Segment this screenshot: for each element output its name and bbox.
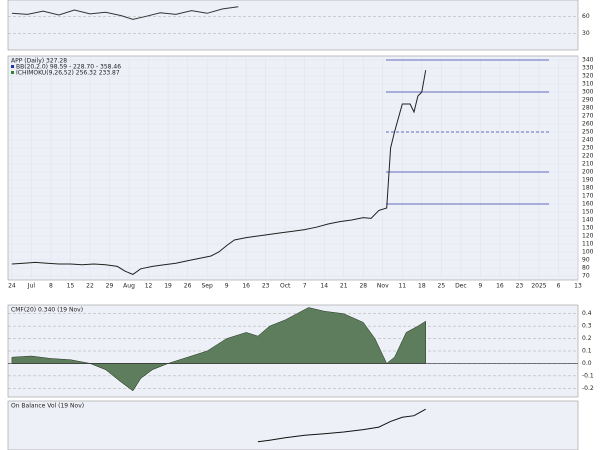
x-tick-label: 19: [164, 283, 172, 290]
price-line: [11, 70, 427, 275]
y-tick-label: 310: [582, 81, 594, 88]
x-tick-label: 2025: [531, 283, 546, 290]
indicator-label: ICHIMOKU(9,26,52) 256.32 233.87: [16, 70, 120, 77]
y-tick-label: 80: [582, 265, 590, 272]
x-tick-label: Aug: [123, 283, 135, 290]
panel: [7, 55, 579, 281]
x-tick-label: Jul: [27, 283, 36, 290]
x-tick-label: 29: [106, 283, 114, 290]
x-tick-label: 25: [438, 283, 446, 290]
y-tick-label: 170: [582, 193, 594, 200]
panel-title: On Balance Vol (19 Nov): [11, 403, 84, 410]
y-tick-label: 100: [582, 249, 594, 256]
x-tick-label: 24: [8, 283, 16, 290]
y-tick-label: 90: [582, 257, 590, 264]
panel-title: CMF(20) 0.340 (19 Nov): [11, 307, 83, 314]
y-tick-label: 0.4: [582, 310, 592, 317]
x-tick-label: 15: [67, 283, 75, 290]
x-tick-label: Sep: [201, 283, 213, 290]
x-tick-label: 8: [49, 283, 53, 290]
y-tick-label: 110: [582, 241, 594, 248]
indicator-label: BB(20,2.0) 98.59 - 228.70 - 358.46: [16, 64, 121, 71]
y-tick-label: 200: [582, 169, 594, 176]
x-tick-label: 7: [303, 283, 307, 290]
y-tick-label: -0.2: [582, 385, 594, 392]
panel: [7, 0, 579, 51]
y-tick-label: 210: [582, 161, 594, 168]
x-tick-label: 23: [262, 283, 270, 290]
x-tick-label: Oct: [280, 283, 291, 290]
y-tick-label: 220: [582, 153, 594, 160]
price-line: [11, 6, 239, 20]
y-tick-label: 250: [582, 129, 594, 136]
y-tick-label: 230: [582, 145, 594, 152]
y-tick-label: 280: [582, 105, 594, 112]
x-tick-label: 6: [557, 283, 561, 290]
x-tick-label: 12: [145, 283, 153, 290]
x-tick-label: Dec: [455, 283, 467, 290]
y-tick-label: 160: [582, 201, 594, 208]
y-tick-label: 140: [582, 217, 594, 224]
y-tick-label: 330: [582, 65, 594, 72]
x-tick-label: 16: [242, 283, 250, 290]
y-tick-label: 60: [582, 13, 590, 20]
y-tick-label: 320: [582, 73, 594, 80]
y-tick-label: 190: [582, 177, 594, 184]
y-tick-label: 150: [582, 209, 594, 216]
panel-title: APP (Daily) 327.28: [11, 58, 67, 65]
x-tick-label: 21: [340, 283, 348, 290]
y-tick-label: 180: [582, 185, 594, 192]
x-tick-label: 9: [225, 283, 229, 290]
x-tick-label: Nov: [377, 283, 389, 290]
x-tick-label: 26: [184, 283, 192, 290]
y-tick-label: -0.1: [582, 372, 594, 379]
indicator-swatch: [11, 71, 14, 74]
x-tick-label: 13: [574, 283, 582, 290]
panel: [7, 400, 579, 450]
x-tick-label: 28: [359, 283, 367, 290]
x-tick-label: 23: [516, 283, 524, 290]
y-tick-label: 0.2: [582, 335, 592, 342]
x-tick-label: 11: [398, 283, 406, 290]
indicator-swatch: [11, 65, 14, 68]
y-tick-label: 340: [582, 57, 594, 64]
y-tick-label: 300: [582, 89, 594, 96]
x-tick-label: 16: [496, 283, 504, 290]
y-tick-label: 240: [582, 137, 594, 144]
x-tick-label: 9: [478, 283, 482, 290]
y-tick-label: 0.3: [582, 323, 592, 330]
y-tick-label: 290: [582, 97, 594, 104]
x-tick-label: 14: [320, 283, 328, 290]
y-tick-label: 0.1: [582, 348, 592, 355]
x-tick-label: 18: [418, 283, 426, 290]
y-tick-label: 260: [582, 121, 594, 128]
price-line: [257, 408, 426, 443]
y-tick-label: 70: [582, 273, 590, 280]
y-tick-label: 270: [582, 113, 594, 120]
y-tick-label: 120: [582, 233, 594, 240]
y-tick-label: 30: [582, 30, 590, 37]
x-tick-label: 22: [86, 283, 94, 290]
y-tick-label: 0.0: [582, 360, 592, 367]
y-tick-label: 130: [582, 225, 594, 232]
